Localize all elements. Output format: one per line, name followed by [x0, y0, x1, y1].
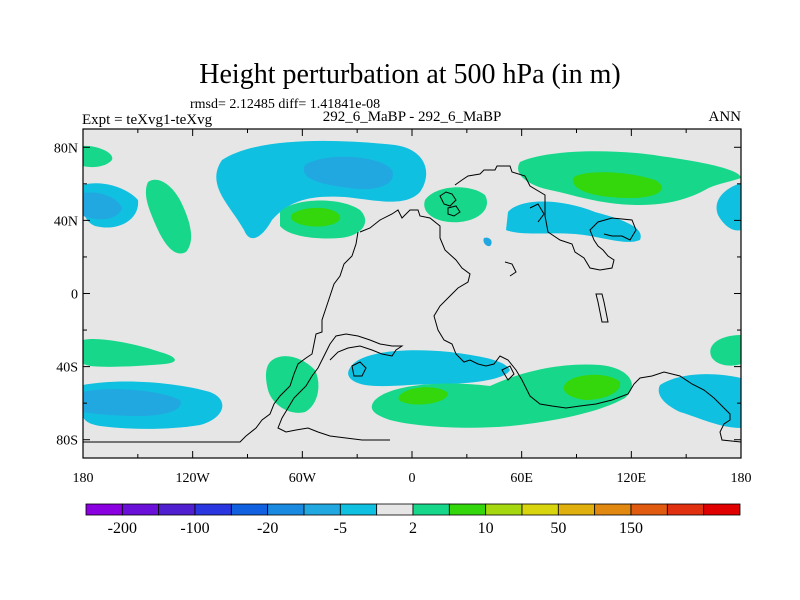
coastline-west-continent	[359, 209, 741, 443]
colorbar-label: -5	[334, 520, 347, 537]
colorbar-swatch	[85, 503, 123, 516]
north-america-positive	[145, 179, 192, 254]
colorbar-swatch	[303, 503, 341, 516]
colorbar-swatch	[485, 503, 523, 516]
colorbar-swatch	[630, 503, 668, 516]
map-panel	[83, 129, 741, 458]
southern-ocean-positive	[371, 364, 632, 428]
colorbar-swatch	[703, 503, 741, 516]
colorbar-swatch	[412, 503, 450, 516]
west-edge-positive-north	[83, 145, 113, 168]
south-pacific-east-negative	[658, 374, 741, 428]
southwest-pacific-core	[83, 389, 181, 416]
colorbar-swatch	[230, 503, 269, 516]
coastline-inner-patagonia	[277, 333, 404, 441]
coastline-ocean-peninsula	[529, 203, 545, 223]
coastline-island-2	[447, 205, 461, 217]
colorbar-swatch	[339, 503, 378, 516]
x-tick-label: 60E	[510, 471, 533, 486]
colorbar-swatch	[194, 503, 232, 516]
coastline-americas	[454, 165, 637, 271]
colorbar-swatch	[376, 503, 414, 516]
coastline-small-bay	[504, 261, 517, 277]
colorbar-label: -200	[108, 520, 137, 537]
east-edge-negative-north	[716, 183, 741, 231]
colorbar-label: 150	[619, 520, 643, 537]
y-tick-label: 40S	[56, 361, 78, 376]
colorbar: -200 -100 -20 -5 2 10 50 150	[85, 503, 741, 537]
colorbar-swatch	[666, 503, 705, 516]
y-axis: 80N 40N 0 40S 80S	[54, 141, 741, 449]
left-label: Expt = teXvg1-teXvg	[82, 112, 213, 128]
arabia-small-negative	[483, 237, 492, 247]
colorbar-label: 50	[550, 520, 566, 537]
coastline-island-4	[351, 361, 367, 377]
positive-contours	[83, 145, 741, 428]
center-label: 292_6_MaBP - 292_6_MaBP	[323, 109, 502, 125]
x-tick-label: 0	[409, 471, 416, 486]
y-tick-label: 80N	[54, 141, 78, 156]
north-pacific-core	[303, 156, 393, 190]
chart-title: Height perturbation at 500 hPa (in m)	[199, 59, 620, 90]
x-tick-label: 60W	[289, 471, 317, 486]
colorbar-swatch	[557, 503, 596, 516]
colorbar-label: 10	[478, 520, 494, 537]
colorbar-label: 2	[409, 520, 417, 537]
x-tick-label: 180	[731, 471, 752, 486]
southern-ocean-core-east	[563, 374, 621, 400]
colorbar-swatch	[267, 503, 305, 516]
coastline-island-3	[595, 293, 609, 323]
colorbar-swatch	[448, 503, 487, 516]
x-tick-label: 120E	[617, 471, 647, 486]
eurasia-core	[572, 172, 662, 198]
west-edge-negative-north-core	[83, 192, 122, 220]
southern-ocean-core-west	[398, 387, 448, 405]
east-edge-positive-south	[710, 335, 741, 366]
coastline-island-1	[439, 191, 457, 207]
coastline-island-5	[501, 365, 515, 381]
coastline-south-america-west	[83, 231, 359, 443]
x-tick-label: 180	[73, 471, 94, 486]
asia-negative-band	[506, 201, 641, 242]
colorbar-swatch	[158, 503, 196, 516]
x-tick-label: 120W	[176, 471, 211, 486]
negative-contours	[83, 140, 741, 429]
colorbar-swatch	[594, 503, 632, 516]
x-axis: 180 120W 60W 0 60E 120E 180	[73, 129, 752, 486]
colorbar-swatch	[521, 503, 559, 516]
y-tick-label: 40N	[54, 214, 78, 229]
south-america-positive	[265, 356, 319, 413]
colorbar-label: -100	[180, 520, 209, 537]
coastlines	[83, 165, 741, 443]
right-label: ANN	[709, 109, 742, 125]
y-tick-label: 80S	[56, 434, 78, 449]
south-atlantic-negative	[348, 350, 510, 387]
y-tick-label: 0	[71, 288, 78, 303]
colorbar-swatch	[121, 503, 160, 516]
stats-line: rmsd= 2.12485 diff= 1.41841e-08	[190, 97, 380, 112]
west-edge-positive-south	[83, 339, 175, 367]
atlantic-positive-core	[290, 207, 341, 227]
colorbar-label: -20	[257, 520, 278, 537]
